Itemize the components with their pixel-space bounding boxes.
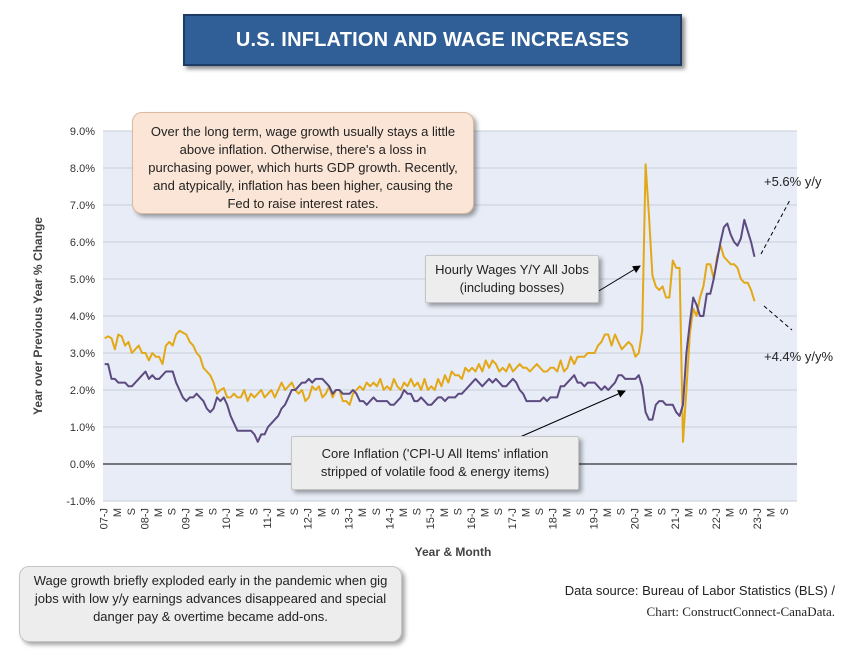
y-tick-label: 5.0% [70,274,95,286]
wages-callout-arrow [596,265,641,293]
x-tick-label: S [657,508,669,515]
long-term-note: Over the long term, wage growth usually … [132,112,474,214]
x-tick-label: S [126,508,138,515]
x-tick-label: S [697,508,709,515]
x-tick-label: 07-J [99,508,111,529]
core-inflation-series-line [104,218,756,443]
x-tick-label: M [561,508,573,517]
x-tick-label: S [738,508,750,515]
x-tick-label: 11-J [262,508,274,529]
wages-end-leader [760,199,791,255]
source-line: Data source: Bureau of Labor Statistics … [564,583,835,598]
x-tick-label: M [112,508,124,517]
y-tick-label: 9.0% [70,126,95,138]
y-tick-label: 1.0% [70,422,95,434]
x-tick-label: 10-J [221,508,233,529]
x-tick-label: M [398,508,410,517]
y-tick-label: 6.0% [70,237,95,249]
x-tick-label: 08-J [139,508,151,529]
x-tick-label: M [357,508,369,517]
x-tick-label: S [289,508,301,515]
x-tick-label: S [371,508,383,515]
x-tick-label: 20-J [629,508,641,529]
y-tick-label: 8.0% [70,163,95,175]
x-tick-label: S [616,508,628,515]
wages-series-label: Hourly Wages Y/Y All Jobs (including bos… [425,255,599,303]
x-tick-label: M [235,508,247,517]
x-tick-label: M [480,508,492,517]
x-tick-label: S [452,508,464,515]
x-tick-label: S [330,508,342,515]
pandemic-note: Wage growth briefly exploded early in th… [19,566,402,642]
y-tick-label: 0.0% [70,459,95,471]
x-tick-label: 21-J [670,508,682,529]
x-tick-label: 23-J [752,508,764,529]
x-tick-label: M [439,508,451,517]
x-tick-label: 18-J [548,508,560,529]
inflation-end-leader [763,305,793,331]
y-tick-label: 2.0% [70,385,95,397]
x-tick-label: 22-J [711,508,723,529]
x-tick-label: S [248,508,260,515]
x-tick-label: S [207,508,219,515]
x-tick-label: 14-J [384,508,396,529]
x-tick-label: M [643,508,655,517]
x-tick-label: M [520,508,532,517]
x-tick-label: M [153,508,165,517]
x-axis-ticks: 07-J M S 08-J M S 09-J M S 10-J M S 11-J M S 12-J M S 13-J… [99,508,791,529]
x-tick-label: 15-J [425,508,437,529]
x-tick-label: M [765,508,777,517]
core-inflation-series-label: Core Inflation ('CPI-U All Items' inflat… [291,436,579,490]
chart-title: U.S. INFLATION AND WAGE INCREASES [183,14,682,66]
inflation-end-label: +4.4% y/y% [764,349,833,364]
x-tick-label: 17-J [507,508,519,529]
x-tick-label: S [534,508,546,515]
x-tick-label: S [167,508,179,515]
x-tick-label: M [194,508,206,517]
series-lines [104,163,756,443]
y-axis-ticks: -1.0% 0.0% 1.0% 2.0% 3.0% 4.0% 5.0% 6.0% 7.0% 8.0… [66,126,95,508]
x-tick-label: 16-J [466,508,478,529]
x-tick-label: S [412,508,424,515]
chart-credit-line: Chart: ConstructConnect-CanaData. [646,604,835,619]
y-tick-label: 7.0% [70,200,95,212]
x-tick-label: S [493,508,505,515]
x-tick-label: M [316,508,328,517]
x-tick-label: 13-J [344,508,356,529]
x-tick-label: M [276,508,288,517]
x-tick-label: 12-J [303,508,315,529]
x-tick-label: 19-J [588,508,600,529]
x-tick-label: M [602,508,614,517]
y-axis-label: Year over Previous Year % Change [31,217,45,415]
wages-series-line [104,163,756,443]
x-tick-label: M [684,508,696,517]
x-tick-label: M [725,508,737,517]
y-tick-label: -1.0% [66,496,95,508]
x-tick-label: S [575,508,587,515]
wages-end-label: +5.6% y/y [764,174,822,189]
y-tick-label: 4.0% [70,311,95,323]
x-axis-label: Year & Month [415,545,492,559]
x-tick-label: S [779,508,791,515]
y-tick-label: 3.0% [70,348,95,360]
core-callout-arrow [519,390,626,438]
source-note: Data source: Bureau of Labor Statistics … [565,580,835,622]
x-tick-label: 09-J [180,508,192,529]
